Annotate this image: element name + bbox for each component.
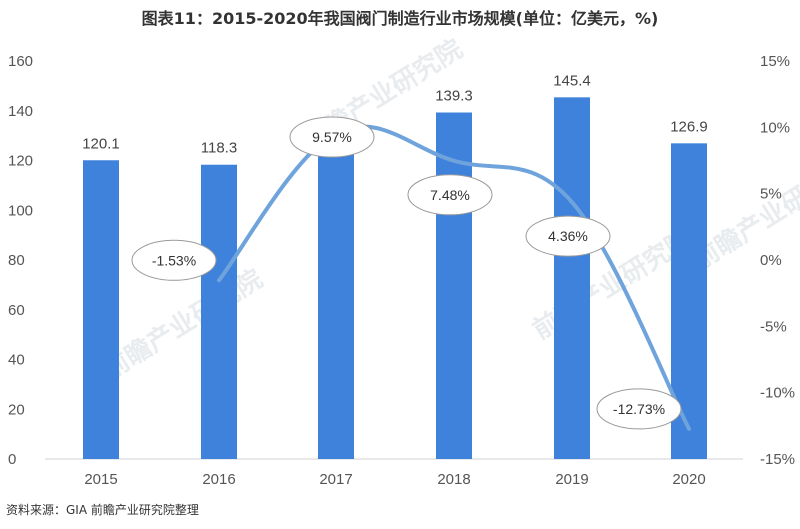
chart-title: 图表11：2015-2020年我国阀门制造行业市场规模(单位：亿美元，%) (142, 9, 659, 28)
growth-rate-callout: 9.57% (289, 116, 375, 158)
right-axis-tick-label: 10% (760, 119, 790, 136)
left-axis-tick-label: 80 (8, 252, 25, 269)
bar (436, 112, 472, 460)
growth-rate-labels: -1.53% 9.57% 7.48% 4.36% -12.73% (131, 116, 682, 430)
right-axis-tick-label: -15% (760, 451, 795, 468)
x-axis-tick-label: 2020 (672, 471, 705, 488)
bar (201, 164, 237, 459)
growth-rate-callout: 4.36% (525, 215, 611, 257)
bar (83, 160, 119, 459)
right-axis: -15% -10% -5% 0% 5% 10% 15% (760, 53, 795, 468)
bar-value-label: 126.9 (670, 118, 708, 135)
right-axis-tick-label: 15% (760, 53, 790, 70)
growth-rate-callout: 7.48% (407, 174, 493, 216)
bar-value-labels: 120.1 118.3 139.3 145.4 126.9 (82, 72, 708, 156)
growth-rate-label: 9.57% (312, 129, 352, 145)
left-axis-tick-label: 60 (8, 302, 25, 319)
bar (554, 97, 590, 459)
x-axis-tick-label: 2015 (84, 471, 117, 488)
source-note: 资料来源：GIA 前瞻产业研究院整理 (6, 502, 199, 517)
growth-rate-label: -1.53% (152, 252, 196, 268)
growth-rate-line (217, 124, 691, 431)
callout-bubble (596, 388, 682, 430)
left-axis-tick-label: 0 (8, 451, 16, 468)
right-axis-tick-label: 0% (760, 252, 782, 269)
right-axis-tick-label: -5% (760, 318, 787, 335)
bar (318, 124, 354, 460)
x-axis: 2015 2016 2017 2018 2019 2020 (84, 471, 705, 488)
growth-rate-label: -12.73% (613, 401, 665, 417)
bar-value-label: 139.3 (435, 87, 473, 104)
right-axis-tick-label: 5% (760, 186, 782, 203)
left-axis-tick-label: 100 (8, 202, 33, 219)
x-axis-tick-label: 2017 (319, 471, 352, 488)
bar-value-label: 145.4 (553, 72, 591, 89)
left-axis-tick-label: 40 (8, 352, 25, 369)
x-axis-tick-label: 2019 (555, 471, 588, 488)
x-axis-tick-label: 2016 (202, 471, 235, 488)
growth-rate-label: 4.36% (548, 228, 588, 244)
growth-rate-callout: -12.73% (596, 388, 682, 430)
growth-rate-callout: -1.53% (131, 239, 217, 281)
growth-rate-label: 7.48% (430, 187, 470, 203)
left-axis-tick-label: 120 (8, 153, 33, 170)
callout-bubble (407, 174, 493, 216)
left-axis-tick-label: 160 (8, 53, 33, 70)
right-axis-tick-label: -10% (760, 385, 795, 402)
left-axis-tick-label: 140 (8, 103, 33, 120)
bar-value-label: 118.3 (201, 140, 237, 157)
bar-value-label: 120.1 (82, 135, 120, 152)
left-axis-tick-label: 20 (8, 401, 25, 418)
watermark-text: 前瞻产业研究院 (97, 263, 268, 386)
callout-bubble (289, 116, 375, 158)
callout-bubble (131, 239, 217, 281)
callout-bubble (525, 215, 611, 257)
left-axis: 0 20 40 60 80 100 120 140 160 (8, 53, 33, 468)
x-axis-tick-label: 2018 (437, 471, 470, 488)
